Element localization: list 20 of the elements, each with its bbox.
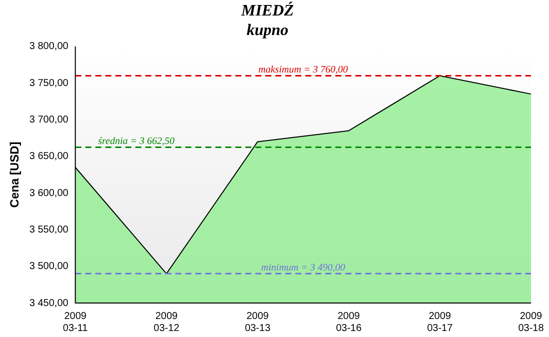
y-tick-label: 3 750,00 bbox=[29, 78, 69, 89]
x-tick-label: 2009 03-12 bbox=[154, 310, 180, 334]
y-tick-label: 3 500,00 bbox=[29, 261, 69, 272]
x-tick-label: 2009 03-13 bbox=[244, 310, 271, 334]
x-tick-label: 2009 03-18 bbox=[518, 310, 544, 334]
chart-title: MIEDŹ bbox=[240, 2, 294, 20]
x-tick-label: 2009 03-11 bbox=[62, 310, 88, 334]
y-tick-label: 3 650,00 bbox=[29, 151, 69, 162]
ref-line-label: maksimum = 3 760,00 bbox=[258, 64, 348, 76]
y-tick-label: 3 550,00 bbox=[29, 224, 69, 236]
ref-line-label: minimum = 3 490,00 bbox=[261, 262, 346, 274]
y-tick-label: 3 700,00 bbox=[29, 114, 69, 126]
x-tick-label: 2009 03-16 bbox=[336, 310, 362, 334]
y-tick-label: 3 800,00 bbox=[29, 41, 69, 52]
ref-line-label: średnia = 3 662,50 bbox=[98, 136, 174, 147]
x-tick-label: 2009 03-17 bbox=[427, 310, 454, 334]
chart-subtitle: kupno bbox=[246, 22, 288, 39]
y-tick-label: 3 450,00 bbox=[29, 298, 69, 309]
y-tick-label: 3 600,00 bbox=[29, 188, 69, 199]
y-axis-title: Cena [USD] bbox=[8, 142, 22, 208]
